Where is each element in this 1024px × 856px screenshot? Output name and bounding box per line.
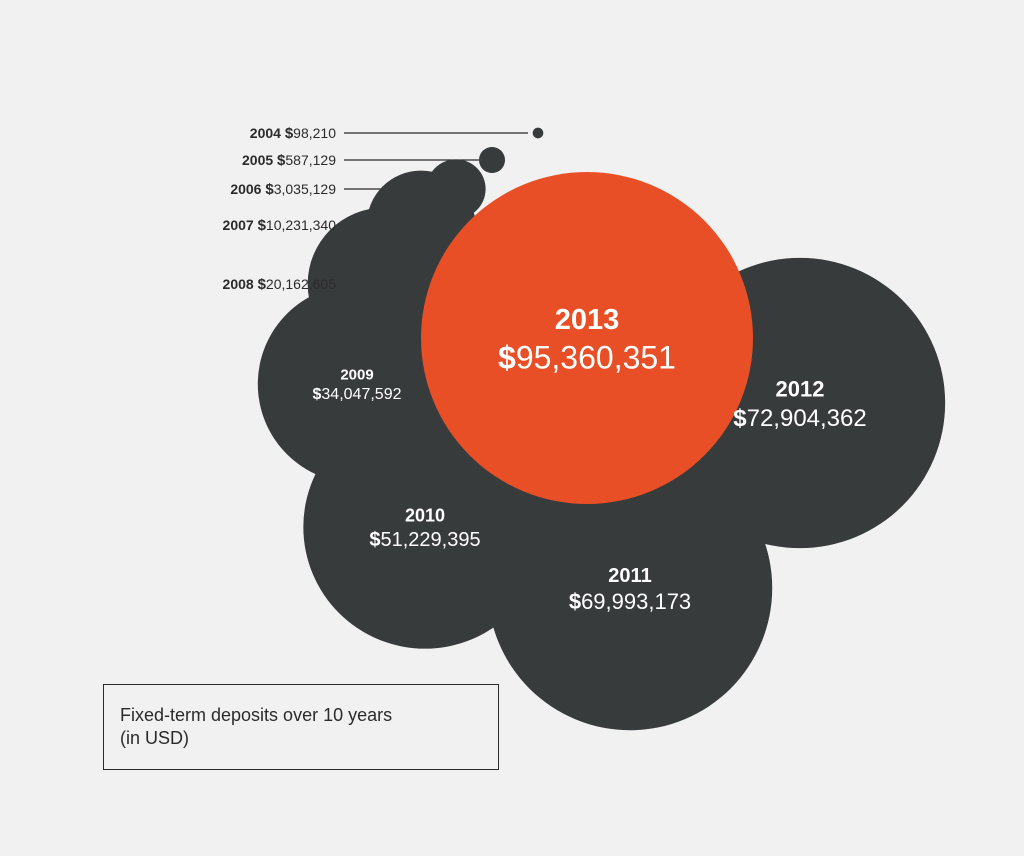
- bubble-2005: [478, 146, 506, 174]
- bubble-year-2013: 2013: [555, 304, 620, 336]
- currency-symbol: $: [498, 339, 516, 375]
- bubble-value-2012: $72,904,362: [733, 405, 866, 432]
- bubble-value-text: 72,904,362: [747, 405, 867, 432]
- bubble-label-value: 20,162,605: [266, 276, 336, 292]
- bubble-value-text: 95,360,351: [516, 339, 676, 375]
- bubble-2011: [487, 445, 773, 731]
- caption-line-1: Fixed-term deposits over 10 years: [120, 705, 393, 725]
- bubble-label-2008: 2008 $20,162,605: [223, 276, 337, 293]
- bubble-label-2007: 2007 $10,231,340: [223, 217, 337, 234]
- bubble-value-2013: $95,360,351: [498, 339, 676, 375]
- bubble-labels: 2004 $98,210 2005 $587,129 2006 $3,035,129…: [223, 125, 867, 614]
- currency-symbol: $: [733, 405, 747, 432]
- bubble-label-year: 2007: [223, 217, 258, 233]
- bubble-year-2012: 2012: [776, 376, 825, 401]
- currency-symbol: $: [258, 276, 267, 293]
- bubble-label-value: 3,035,129: [274, 181, 336, 197]
- bubble-year-2009: 2009: [340, 367, 373, 384]
- bubbles: [257, 127, 946, 731]
- bubble-label-year: 2006: [230, 181, 265, 197]
- bubble-value-text: 51,229,395: [381, 529, 481, 551]
- bubble-2004: [532, 127, 544, 139]
- currency-symbol: $: [369, 529, 380, 551]
- bubble-label-year: 2004: [250, 125, 285, 141]
- bubble-label-2005: 2005 $587,129: [242, 152, 336, 169]
- bubble-value-2010: $51,229,395: [369, 529, 480, 551]
- currency-symbol: $: [313, 386, 322, 403]
- chart-caption: Fixed-term deposits over 10 years (in US…: [103, 684, 499, 770]
- bubble-label-year: 2008: [223, 276, 258, 292]
- bubble-year-2011: 2011: [608, 565, 651, 587]
- bubble-value-2011: $69,993,173: [569, 589, 691, 614]
- bubble-label-2006: 2006 $3,035,129: [230, 181, 336, 198]
- bubble-year-2010: 2010: [405, 505, 445, 525]
- bubble-value-text: 34,047,592: [321, 386, 401, 403]
- currency-symbol: $: [258, 217, 267, 234]
- bubble-label-year: 2005: [242, 152, 277, 168]
- bubble-label-2004: 2004 $98,210: [250, 125, 336, 142]
- currency-symbol: $: [265, 181, 274, 198]
- bubble-label-value: 98,210: [293, 125, 336, 141]
- caption-line-2: (in USD): [120, 728, 190, 748]
- bubble-label-value: 10,231,340: [266, 217, 336, 233]
- currency-symbol: $: [569, 589, 581, 614]
- bubble-value-text: 69,993,173: [581, 589, 691, 614]
- bubble-2013: [421, 172, 753, 504]
- bubble-value-2009: $34,047,592: [313, 386, 402, 403]
- currency-symbol: $: [285, 125, 294, 142]
- currency-symbol: $: [277, 152, 286, 169]
- bubble-label-value: 587,129: [285, 152, 336, 168]
